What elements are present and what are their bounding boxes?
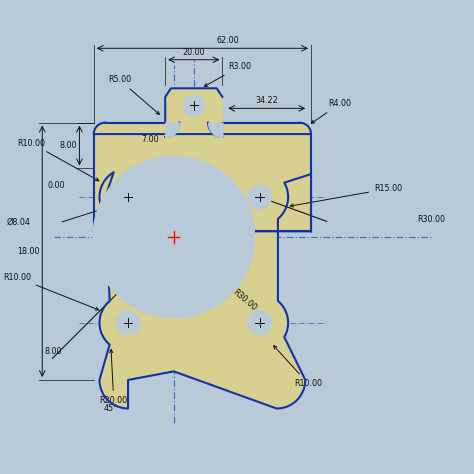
Circle shape [248, 185, 271, 209]
Circle shape [102, 165, 245, 309]
Circle shape [184, 95, 204, 116]
Text: R10.00: R10.00 [17, 138, 99, 181]
Circle shape [117, 311, 139, 334]
Text: 0.00: 0.00 [47, 181, 65, 190]
Text: 34.22: 34.22 [255, 97, 278, 106]
Polygon shape [94, 123, 311, 231]
Text: R30.00: R30.00 [231, 287, 258, 312]
Text: Ø8.04: Ø8.04 [7, 218, 31, 227]
Text: R10.00: R10.00 [3, 273, 99, 310]
FancyBboxPatch shape [94, 123, 311, 231]
Text: 8.00: 8.00 [59, 141, 77, 150]
Text: 62.00: 62.00 [217, 36, 239, 46]
Text: R4.00: R4.00 [311, 100, 351, 123]
Text: 8.00: 8.00 [45, 347, 63, 356]
Text: R3.00: R3.00 [204, 62, 251, 86]
Circle shape [117, 185, 139, 209]
Text: 18.00: 18.00 [17, 247, 39, 256]
Text: R15.00: R15.00 [290, 184, 402, 207]
Text: 45°: 45° [104, 404, 118, 413]
Circle shape [94, 157, 254, 317]
Text: R30.00: R30.00 [417, 215, 445, 224]
Text: 7.00: 7.00 [142, 135, 159, 144]
Text: 20.00: 20.00 [182, 48, 205, 57]
Polygon shape [165, 88, 222, 123]
Text: R5.00: R5.00 [108, 75, 159, 114]
Polygon shape [94, 172, 311, 409]
Text: R20.00: R20.00 [100, 349, 128, 405]
Circle shape [248, 311, 271, 334]
Text: R10.00: R10.00 [273, 346, 322, 388]
